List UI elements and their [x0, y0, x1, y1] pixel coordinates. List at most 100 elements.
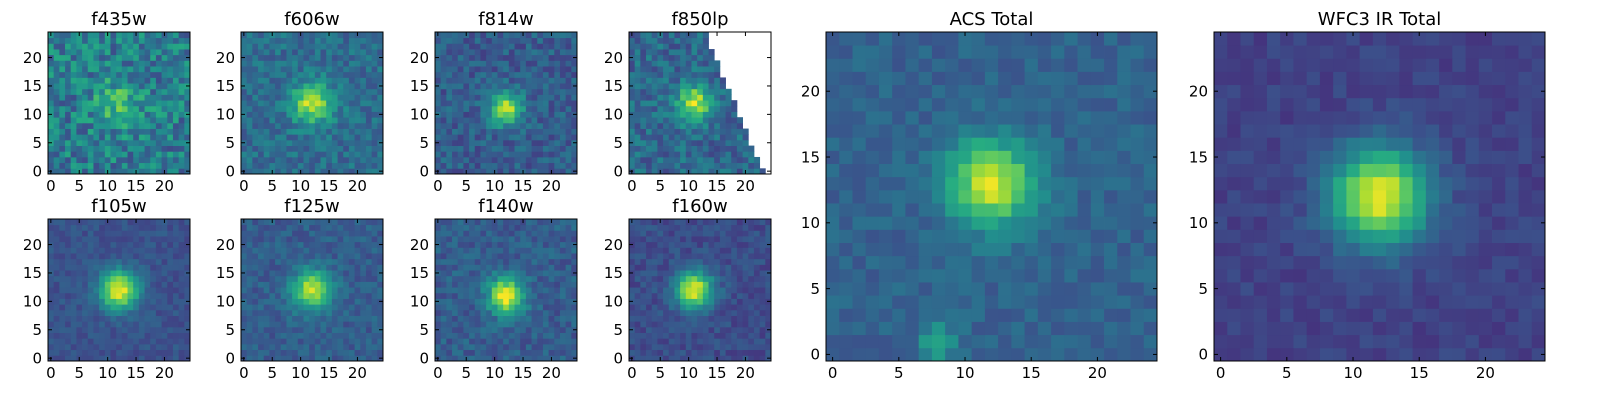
heatmap-cell	[657, 49, 664, 56]
heatmap-cell	[110, 117, 117, 124]
heatmap-cell	[674, 338, 681, 345]
heatmap-cell	[167, 168, 174, 175]
heatmap-cell	[469, 94, 476, 101]
heatmap-cell	[565, 111, 572, 118]
heatmap-cell	[646, 128, 653, 135]
heatmap-cell	[59, 162, 66, 169]
heatmap-cell	[320, 94, 327, 101]
heatmap-cell	[531, 77, 538, 84]
heatmap-cell	[331, 304, 338, 311]
heatmap-cell	[280, 326, 287, 333]
heatmap-cell	[371, 287, 378, 294]
heatmap-cell	[674, 162, 681, 169]
heatmap-cell	[480, 309, 487, 316]
heatmap-cell	[640, 32, 647, 39]
heatmap-cell	[104, 162, 111, 169]
axes-frame	[434, 31, 578, 175]
heatmap-cell	[93, 134, 100, 141]
heatmap-cell	[360, 304, 367, 311]
heatmap-cell	[537, 241, 544, 248]
heatmap-cell	[269, 304, 276, 311]
heatmap-cell	[565, 105, 572, 112]
heatmap-cell	[116, 122, 123, 129]
heatmap-cell	[463, 71, 470, 78]
heatmap-cell	[127, 326, 134, 333]
heatmap-cell	[514, 151, 521, 158]
heatmap-cell	[668, 37, 675, 44]
heatmap-cell	[440, 111, 447, 118]
heatmap-cell	[668, 77, 675, 84]
heatmap-cell	[542, 287, 549, 294]
heatmap-cell	[167, 224, 174, 231]
heatmap-cell	[668, 32, 675, 39]
heatmap-cell	[657, 281, 664, 288]
heatmap-cell	[736, 258, 743, 265]
heatmap-cell	[48, 247, 55, 254]
heatmap-cell	[446, 94, 453, 101]
heatmap-cell	[178, 292, 185, 299]
heatmap-cell	[486, 117, 493, 124]
heatmap-cell	[337, 343, 344, 351]
heatmap-cell	[258, 168, 265, 175]
heatmap-cell	[503, 304, 510, 311]
heatmap-cell	[708, 236, 715, 243]
heatmap-cell	[116, 60, 123, 67]
heatmap-cell	[246, 100, 253, 107]
heatmap-cell	[99, 326, 106, 333]
heatmap-cell	[663, 281, 670, 288]
heatmap-cell	[480, 94, 487, 101]
heatmap-cell	[697, 100, 704, 107]
heatmap-cell	[155, 37, 162, 44]
heatmap-cell	[76, 145, 83, 152]
heatmap-cell	[275, 253, 282, 260]
heatmap-cell	[320, 326, 327, 333]
heatmap-cell	[697, 258, 704, 265]
heatmap-cell	[252, 349, 259, 356]
heatmap-cell	[337, 258, 344, 265]
heatmap-cell	[246, 332, 253, 339]
heatmap-cell	[531, 156, 538, 164]
heatmap-cell	[719, 332, 726, 339]
heatmap-cell	[629, 77, 636, 84]
heatmap-cell	[531, 54, 538, 61]
heatmap-cell	[331, 88, 338, 95]
heatmap-cell	[463, 236, 470, 243]
heatmap-cell	[646, 349, 653, 356]
heatmap-cell	[508, 32, 515, 39]
heatmap-cell	[161, 309, 168, 316]
heatmap-cell	[155, 321, 162, 328]
heatmap-cell	[520, 304, 527, 311]
heatmap-cell	[371, 43, 378, 50]
heatmap-cell	[657, 105, 664, 112]
heatmap-cell	[99, 230, 106, 237]
heatmap-cell	[93, 94, 100, 101]
heatmap-cell	[360, 258, 367, 265]
heatmap-cell	[457, 343, 464, 351]
heatmap-cell	[309, 321, 316, 328]
heatmap-cell	[542, 315, 549, 322]
heatmap-cell	[348, 315, 355, 322]
heatmap-cell	[354, 326, 361, 333]
heatmap-cell	[286, 349, 293, 356]
heatmap-cell	[365, 49, 373, 56]
heatmap-cell	[559, 264, 567, 271]
heatmap-cell	[674, 281, 681, 288]
heatmap-cell	[725, 241, 732, 248]
heatmap-cell	[65, 134, 72, 141]
heatmap-cell	[269, 49, 276, 56]
heatmap-cell	[76, 156, 83, 164]
heatmap-cell	[280, 94, 287, 101]
heatmap-cell	[634, 247, 641, 254]
heatmap-cell	[452, 247, 459, 254]
heatmap-cell	[275, 145, 282, 152]
heatmap-cell	[629, 94, 636, 101]
heatmap-cell	[280, 100, 287, 107]
heatmap-cell	[360, 88, 367, 95]
heatmap-cell	[360, 128, 367, 135]
heatmap-cell	[59, 219, 66, 226]
heatmap-cell	[646, 304, 653, 311]
heatmap-cell	[731, 315, 738, 322]
heatmap-cell	[725, 145, 732, 152]
heatmap-cell	[520, 309, 527, 316]
heatmap-cell	[292, 224, 299, 231]
